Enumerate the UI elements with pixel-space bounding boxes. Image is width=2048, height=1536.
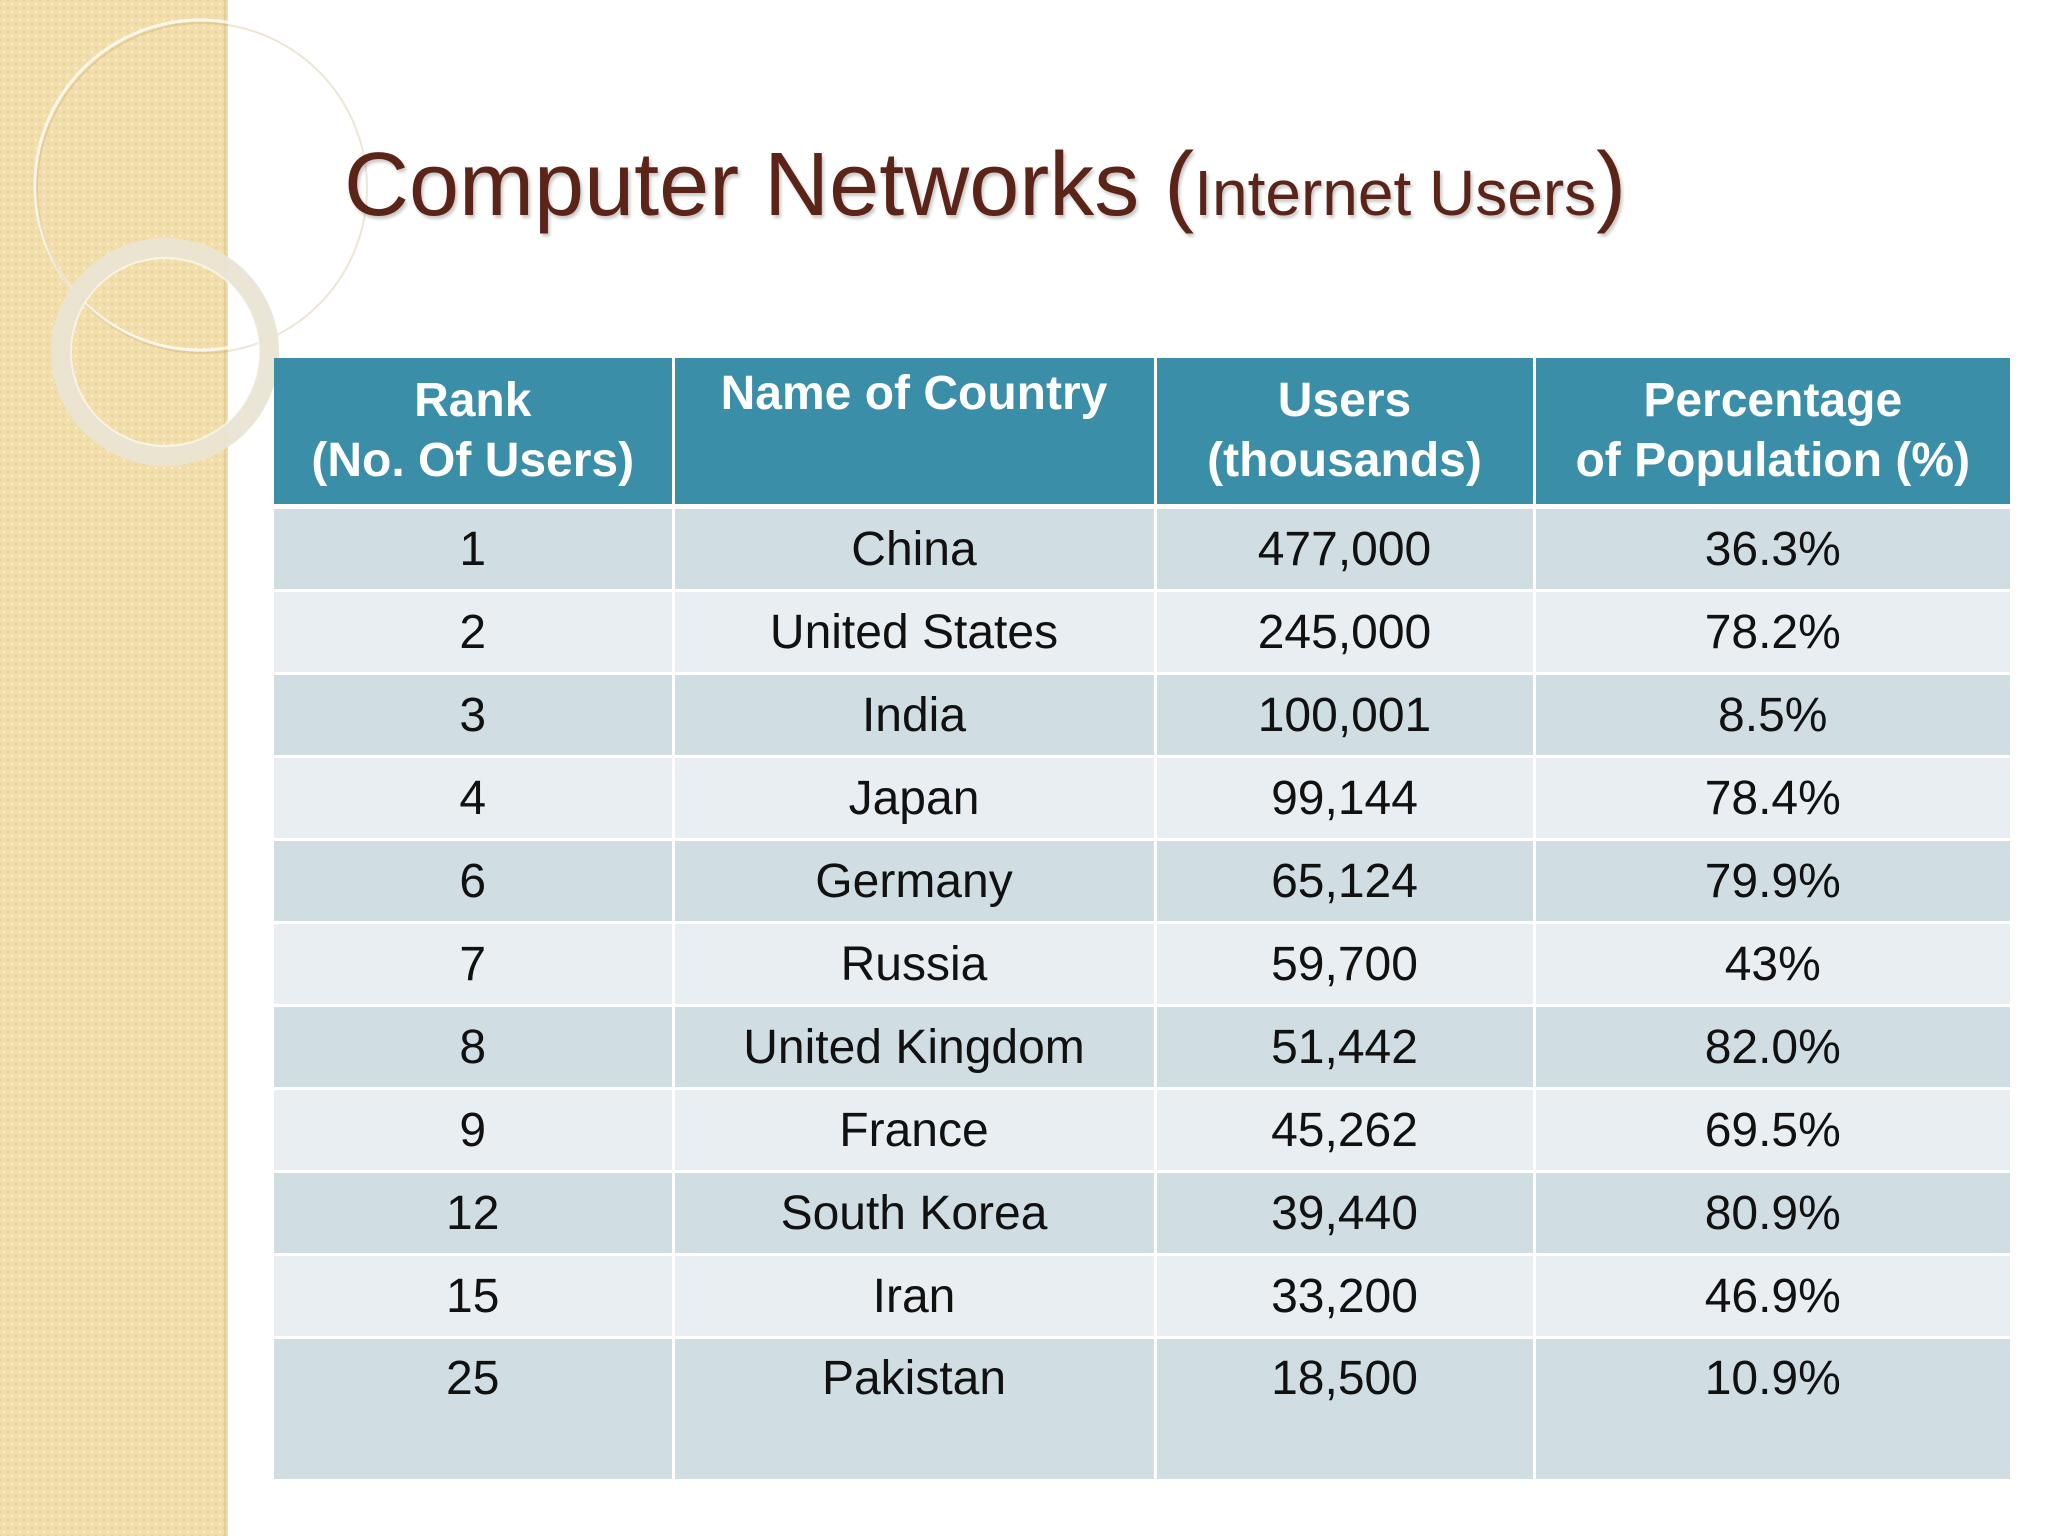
table-header-row: Rank (No. Of Users) Name of Country User… bbox=[274, 358, 2010, 509]
table-row: 7 Russia 59,700 43% bbox=[274, 921, 2010, 1006]
cell-country: France bbox=[671, 1087, 1155, 1172]
cell-percentage: 79.9% bbox=[1532, 838, 2010, 923]
cell-rank: 2 bbox=[274, 589, 673, 674]
cell-rank: 12 bbox=[274, 1170, 673, 1255]
cell-percentage: 43% bbox=[1532, 921, 2010, 1006]
cell-percentage: 78.4% bbox=[1532, 755, 2010, 840]
header-percentage-line2: of Population (%) bbox=[1575, 434, 1971, 487]
cell-users: 100,001 bbox=[1153, 672, 1534, 757]
header-percentage: Percentage of Population (%) bbox=[1532, 358, 2010, 509]
table-row: 6 Germany 65,124 79.9% bbox=[274, 838, 2010, 923]
header-percentage-line1: Percentage bbox=[1643, 374, 1903, 427]
slide-title-open-paren: ( bbox=[1164, 135, 1195, 235]
table-row: 12 South Korea 39,440 80.9% bbox=[274, 1170, 2010, 1255]
cell-country: Russia bbox=[671, 921, 1155, 1006]
cell-users: 51,442 bbox=[1153, 1004, 1534, 1089]
cell-percentage: 80.9% bbox=[1532, 1170, 2010, 1255]
cell-country: United Kingdom bbox=[671, 1004, 1155, 1089]
cell-users: 18,500 bbox=[1153, 1336, 1534, 1479]
cell-percentage: 10.9% bbox=[1532, 1336, 2010, 1479]
cell-rank: 9 bbox=[274, 1087, 673, 1172]
cell-country: Germany bbox=[671, 838, 1155, 923]
cell-users: 59,700 bbox=[1153, 921, 1534, 1006]
cell-percentage: 46.9% bbox=[1532, 1253, 2010, 1338]
cell-rank: 1 bbox=[274, 505, 673, 591]
cell-country: United States bbox=[671, 589, 1155, 674]
sidebar-edge bbox=[224, 0, 228, 1536]
cell-users: 245,000 bbox=[1153, 589, 1534, 674]
header-rank-line1: Rank bbox=[414, 374, 532, 427]
slide-title-main: Computer Networks bbox=[344, 135, 1165, 235]
cell-rank: 6 bbox=[274, 838, 673, 923]
cell-country: India bbox=[671, 672, 1155, 757]
cell-users: 99,144 bbox=[1153, 755, 1534, 840]
table-header: Rank (No. Of Users) Name of Country User… bbox=[274, 358, 2010, 509]
header-country-line1: Name of Country bbox=[720, 367, 1108, 420]
cell-users: 477,000 bbox=[1153, 505, 1534, 591]
cell-percentage: 82.0% bbox=[1532, 1004, 2010, 1089]
cell-users: 39,440 bbox=[1153, 1170, 1534, 1255]
decorative-ring-large-shadow bbox=[36, 22, 368, 354]
table-row: 4 Japan 99,144 78.4% bbox=[274, 755, 2010, 840]
decorative-rings bbox=[33, 18, 368, 466]
table-row: 15 Iran 33,200 46.9% bbox=[274, 1253, 2010, 1338]
cell-percentage: 78.2% bbox=[1532, 589, 2010, 674]
internet-users-table-container: Rank (No. Of Users) Name of Country User… bbox=[274, 358, 2010, 1479]
table-row: 2 United States 245,000 78.2% bbox=[274, 589, 2010, 674]
decorative-ring-small-inner bbox=[70, 257, 260, 447]
table-row: 8 United Kingdom 51,442 82.0% bbox=[274, 1004, 2010, 1089]
cell-rank: 15 bbox=[274, 1253, 673, 1338]
decorative-ring-small bbox=[51, 238, 279, 466]
cell-country: Pakistan bbox=[671, 1336, 1155, 1479]
header-users-line1: Users bbox=[1277, 374, 1412, 427]
decorative-ring-large bbox=[33, 18, 367, 352]
cell-country: Iran bbox=[671, 1253, 1155, 1338]
cell-rank: 7 bbox=[274, 921, 673, 1006]
cell-users: 65,124 bbox=[1153, 838, 1534, 923]
header-country: Name of Country bbox=[671, 358, 1155, 509]
slide-title: Computer Networks (Internet Users) bbox=[344, 140, 1626, 230]
table-row: 1 China 477,000 36.3% bbox=[274, 505, 2010, 591]
cell-percentage: 36.3% bbox=[1532, 505, 2010, 591]
cell-country: Japan bbox=[671, 755, 1155, 840]
header-users: Users (thousands) bbox=[1153, 358, 1534, 509]
table-row: 9 France 45,262 69.5% bbox=[274, 1087, 2010, 1172]
slide-title-close-paren: ) bbox=[1596, 135, 1627, 235]
internet-users-table: Rank (No. Of Users) Name of Country User… bbox=[274, 358, 2010, 1479]
header-users-line2: (thousands) bbox=[1207, 434, 1482, 487]
cell-users: 33,200 bbox=[1153, 1253, 1534, 1338]
table-row: 3 India 100,001 8.5% bbox=[274, 672, 2010, 757]
slide-title-sub: Internet Users bbox=[1194, 157, 1597, 229]
cell-country: China bbox=[671, 505, 1155, 591]
header-rank: Rank (No. Of Users) bbox=[274, 358, 673, 509]
cell-percentage: 8.5% bbox=[1532, 672, 2010, 757]
cell-users: 45,262 bbox=[1153, 1087, 1534, 1172]
cell-rank: 3 bbox=[274, 672, 673, 757]
table-body: 1 China 477,000 36.3% 2 United States 24… bbox=[274, 505, 2010, 1479]
cell-rank: 25 bbox=[274, 1336, 673, 1479]
cell-rank: 8 bbox=[274, 1004, 673, 1089]
header-rank-line2: (No. Of Users) bbox=[311, 434, 635, 487]
cell-rank: 4 bbox=[274, 755, 673, 840]
cell-country: South Korea bbox=[671, 1170, 1155, 1255]
table-row: 25 Pakistan 18,500 10.9% bbox=[274, 1336, 2010, 1479]
cell-percentage: 69.5% bbox=[1532, 1087, 2010, 1172]
